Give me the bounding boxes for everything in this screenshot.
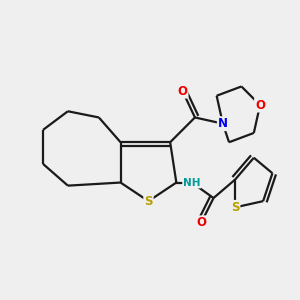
Text: S: S bbox=[231, 201, 239, 214]
Text: O: O bbox=[255, 99, 265, 112]
Text: O: O bbox=[178, 85, 188, 98]
Text: S: S bbox=[144, 195, 153, 208]
Text: NH: NH bbox=[183, 178, 201, 188]
Text: N: N bbox=[218, 117, 228, 130]
Text: O: O bbox=[196, 216, 206, 229]
